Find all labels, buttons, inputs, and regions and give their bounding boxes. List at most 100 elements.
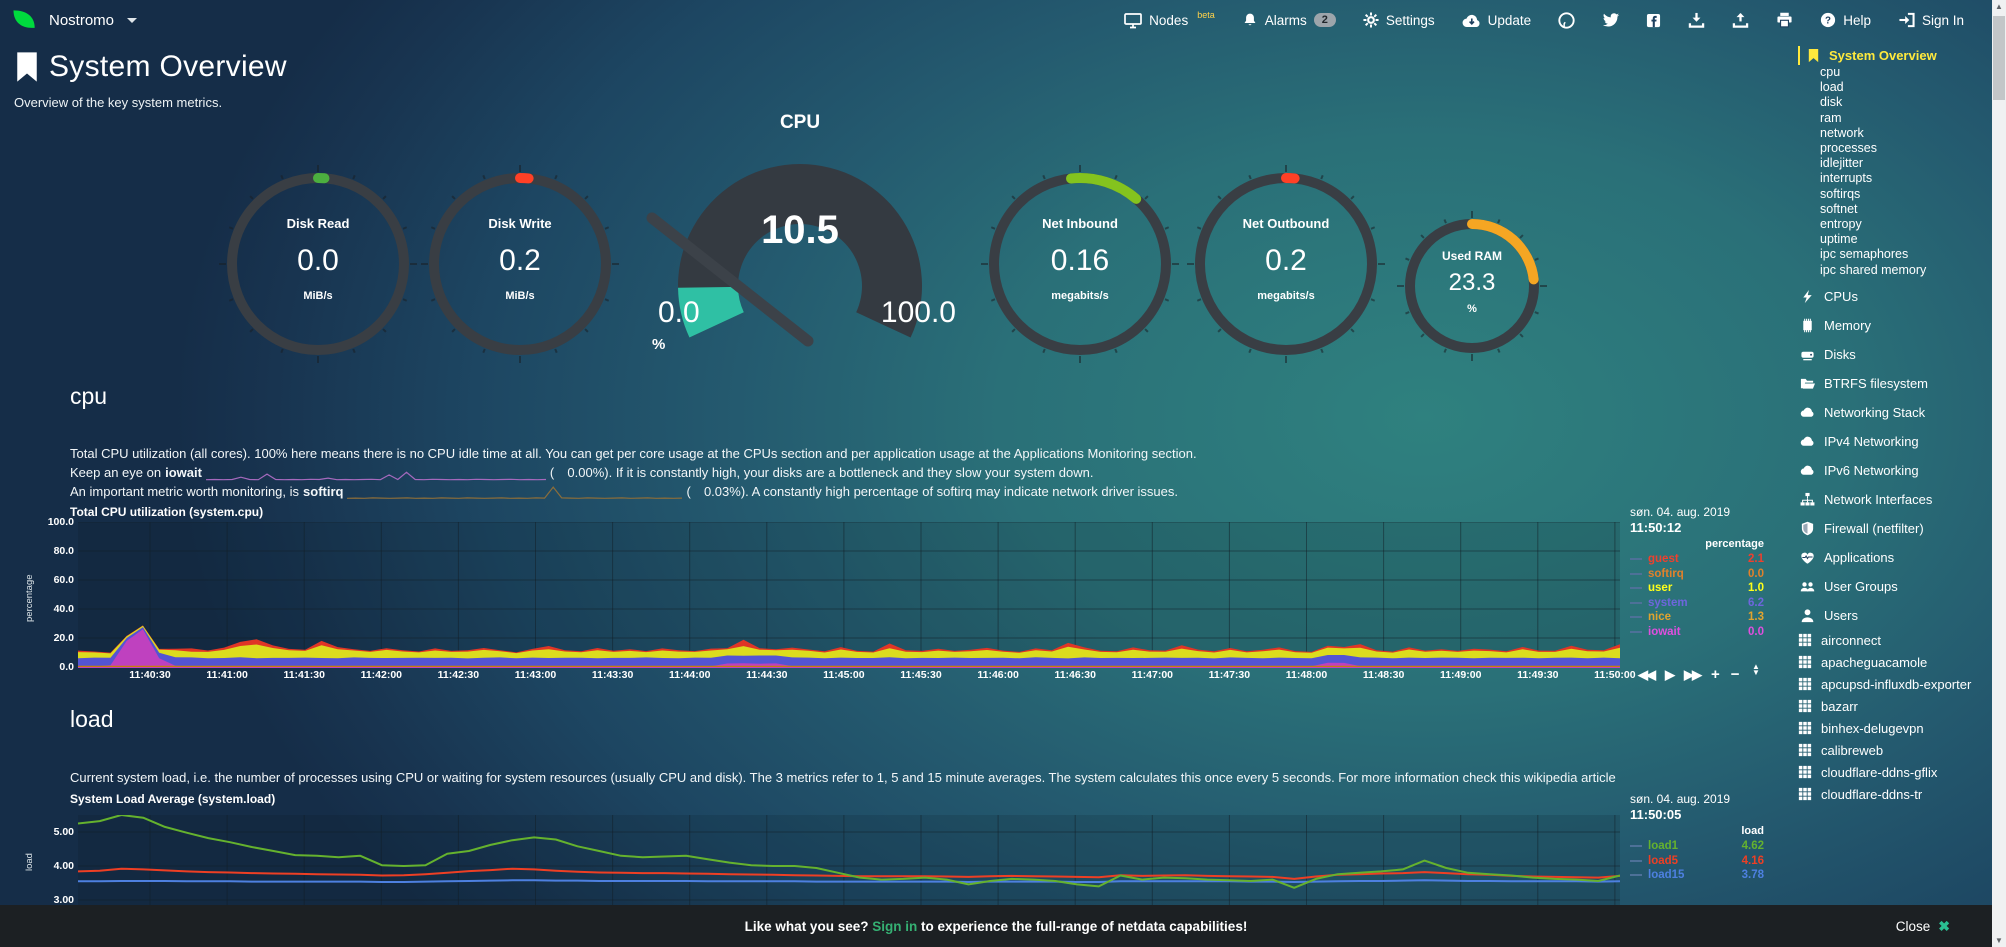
load-legend-row-load15[interactable]: load15 3.78 [1630, 868, 1764, 883]
zoom-out-button[interactable]: − [1730, 666, 1740, 683]
load-legend-row-load1[interactable]: load1 4.62 [1630, 839, 1764, 854]
cloud-icon [1800, 436, 1814, 446]
gauge-value: 0.16 [1050, 244, 1110, 277]
sidebar-item-disk[interactable]: disk [1820, 95, 1843, 110]
legend-dimension-value: 0.0 [1748, 567, 1764, 580]
zoom-in-button[interactable]: + [1711, 666, 1720, 683]
help-button[interactable]: ? Help [1820, 12, 1871, 28]
chart-resize-handle[interactable]: ▲ ▼ [1752, 662, 1760, 677]
sidebar-item-disks[interactable]: Disks [1798, 344, 1992, 365]
used-ram-gauge[interactable]: Used RAM 23.3% [1397, 211, 1547, 361]
twitter-link[interactable] [1602, 12, 1620, 28]
close-icon: ✖ [1938, 917, 1950, 934]
cpu-legend-row-system[interactable]: system 6.2 [1630, 596, 1764, 611]
softirq-value: 0.03% [703, 484, 741, 499]
load-chart-plot[interactable] [78, 815, 1620, 915]
sidebar-item-network-interfaces[interactable]: Network Interfaces [1798, 489, 1992, 510]
scroll-up-icon[interactable]: ▲ [1995, 2, 2003, 11]
sidebar-item-apcupsd-influxdb-exporter[interactable]: apcupsd-influxdb-exporter [1798, 677, 1992, 692]
sidebar-item-ram[interactable]: ram [1820, 110, 1842, 125]
cpu-legend-row-guest[interactable]: guest 2.1 [1630, 552, 1764, 567]
close-button[interactable]: Close ✖ [1895, 917, 1950, 934]
legend-dash [1630, 572, 1642, 575]
github-link[interactable] [1558, 11, 1575, 29]
settings-button[interactable]: Settings [1363, 12, 1435, 28]
legend-dimension-value: 6.2 [1748, 596, 1764, 609]
update-button[interactable]: Update [1462, 13, 1531, 28]
sidebar-item-interrupts[interactable]: interrupts [1820, 171, 1873, 186]
cpu-desc-line3: An important metric worth monitoring, is… [70, 484, 1178, 499]
user-icon [1801, 609, 1814, 622]
sidebar-item-btrfs-filesystem[interactable]: BTRFS filesystem [1798, 373, 1992, 394]
iowait-value: 0.00% [567, 465, 605, 480]
sidebar-item-cpu[interactable]: cpu [1820, 65, 1841, 79]
scroll-down-icon[interactable]: ▼ [1995, 936, 2003, 945]
legend-dimension-name: load1 [1648, 840, 1679, 853]
cpu-legend-row-nice[interactable]: nice 1.3 [1630, 610, 1764, 625]
sidebar-item-binhex-delugevpn[interactable]: binhex-delugevpn [1798, 721, 1992, 736]
net-inbound-gauge[interactable]: Net Inbound 0.16 megabits/s [980, 164, 1180, 364]
cpu-gauge[interactable]: CPU 10.5 0.0 100.0% [640, 112, 960, 357]
sidebar-item-uptime[interactable]: uptime [1820, 232, 1858, 247]
sidebar-item-users[interactable]: Users [1798, 605, 1992, 626]
facebook-link[interactable] [1646, 13, 1661, 28]
sidebar-item-memory[interactable]: Memory [1798, 315, 1992, 336]
sidebar-item-softnet[interactable]: softnet [1820, 201, 1858, 216]
gauge-max-label: 100.0 [880, 296, 956, 329]
nodes-button[interactable]: Nodes beta [1124, 10, 1215, 29]
cpu-chart-plot[interactable] [78, 522, 1620, 668]
load-legend-row-load5[interactable]: load5 4.16 [1630, 854, 1764, 869]
import-snapshot-button[interactable] [1688, 12, 1705, 28]
sidebar-item-calibreweb[interactable]: calibreweb [1798, 743, 1992, 758]
gauge-value: 10.5 [761, 208, 839, 252]
gauge-units: MiB/s [505, 290, 535, 302]
gauge-value: 0.0 [297, 244, 339, 277]
disk-read-gauge[interactable]: Disk Read 0.0 MiB/s [218, 164, 418, 364]
sidebar-item-airconnect[interactable]: airconnect [1798, 633, 1992, 648]
sidebar-item-cloudflare-ddns-gflix[interactable]: cloudflare-ddns-gflix [1798, 765, 1992, 780]
sidebar-item-network[interactable]: network [1820, 125, 1864, 140]
sidebar-item-user-groups[interactable]: User Groups [1798, 576, 1992, 597]
drive-icon [1801, 351, 1814, 361]
sidebar-item-apacheguacamole[interactable]: apacheguacamole [1798, 655, 1992, 670]
footer-signin-link[interactable]: Sign in [872, 918, 918, 934]
cpu-legend-row-iowait[interactable]: iowait 0.0 [1630, 625, 1764, 640]
sidebar-item-load[interactable]: load [1820, 80, 1844, 95]
disk-write-gauge[interactable]: Disk Write 0.2 MiB/s [420, 164, 620, 364]
sidebar-item-cpus[interactable]: CPUs [1798, 286, 1992, 307]
hostname-label: Nostromo [49, 11, 115, 29]
sidebar-item-applications[interactable]: Applications [1798, 547, 1992, 568]
cloud-download-icon [1462, 14, 1480, 27]
play-button[interactable]: ▶ [1665, 666, 1675, 682]
sidebar-item-networking-stack[interactable]: Networking Stack [1798, 402, 1992, 423]
softirq-sparkline [347, 485, 683, 499]
cloud-icon [1800, 407, 1814, 417]
alarms-button[interactable]: Alarms 2 [1242, 12, 1336, 29]
sidebar-item-processes[interactable]: processes [1820, 141, 1877, 156]
scrollbar-thumb[interactable] [1993, 16, 2005, 100]
signin-button[interactable]: Sign In [1898, 12, 1964, 28]
sidebar-item-entropy[interactable]: entropy [1820, 217, 1862, 232]
sidebar-item-ipc-shared-memory[interactable]: ipc shared memory [1820, 262, 1927, 277]
sidebar-item-ipv6-networking[interactable]: IPv6 Networking [1798, 460, 1992, 481]
sidebar-item-bazarr[interactable]: bazarr [1798, 699, 1992, 714]
net-outbound-gauge[interactable]: Net Outbound 0.2 megabits/s [1186, 164, 1386, 364]
pan-backward-button[interactable]: ◀◀ [1638, 666, 1656, 682]
cpu-legend-row-user[interactable]: user 1.0 [1630, 581, 1764, 596]
sidebar-item-ipc-semaphores[interactable]: ipc semaphores [1820, 247, 1909, 262]
sidebar-item-softirqs[interactable]: softirqs [1820, 186, 1861, 201]
sidebar-item-cloudflare-ddns-tr[interactable]: cloudflare-ddns-tr [1798, 787, 1992, 802]
hostname-menu[interactable]: Nostromo [10, 6, 138, 34]
page-scrollbar[interactable]: ▲ ▼ [1992, 0, 2006, 947]
export-snapshot-button[interactable] [1732, 12, 1749, 28]
sidebar-item-system-overview[interactable]: System Overview [1798, 46, 1992, 65]
sign-in-icon [1899, 12, 1915, 28]
sidebar-item-idlejitter[interactable]: idlejitter [1820, 156, 1864, 171]
cpu-chart-toolbar: ◀◀ ▶ ▶▶ + − [1638, 666, 1740, 683]
pan-forward-button[interactable]: ▶▶ [1684, 666, 1702, 682]
netdata-logo [13, 10, 35, 28]
sidebar-item-firewall-netfilter-[interactable]: Firewall (netfilter) [1798, 518, 1992, 539]
print-button[interactable] [1776, 12, 1793, 28]
cpu-legend-row-softirq[interactable]: softirq 0.0 [1630, 567, 1764, 582]
sidebar-item-ipv4-networking[interactable]: IPv4 Networking [1798, 431, 1992, 452]
